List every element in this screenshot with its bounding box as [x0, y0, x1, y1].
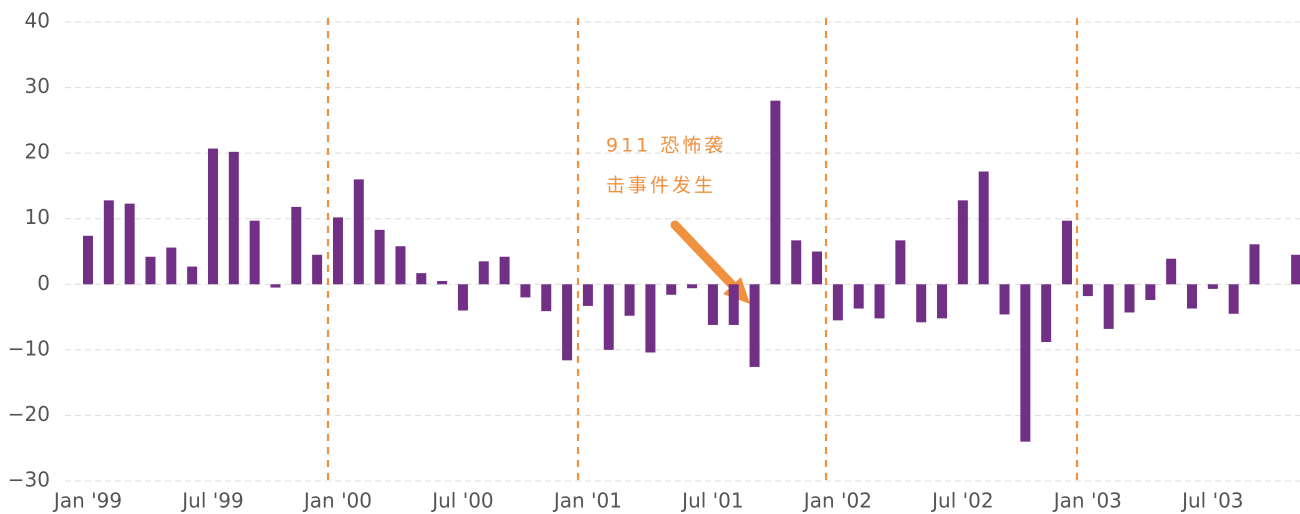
bar [687, 284, 698, 289]
arrow-shaft [670, 220, 742, 295]
x-tick-label: Jul '00 [430, 489, 493, 513]
bar [187, 266, 198, 285]
bar [374, 229, 385, 285]
bar [520, 284, 531, 298]
bar [749, 284, 760, 367]
bar [83, 235, 93, 285]
bar [124, 203, 135, 285]
y-tick-label: −10 [8, 336, 50, 360]
bar [666, 284, 677, 295]
bar [1082, 284, 1093, 297]
bar [624, 284, 635, 316]
y-tick-label: 40 [25, 9, 50, 33]
bar [707, 284, 718, 325]
y-tick-label: 10 [25, 205, 50, 229]
bar [603, 284, 614, 350]
bar [291, 206, 302, 285]
bar [645, 284, 656, 353]
bar [228, 151, 239, 285]
bar [582, 284, 593, 306]
bar [249, 220, 260, 285]
x-tick-label: Jul '99 [180, 489, 243, 513]
bar [270, 284, 281, 288]
annotation: 击事件发生 [606, 175, 716, 197]
bar [874, 284, 885, 319]
bar [457, 284, 468, 311]
bar [1249, 244, 1260, 285]
bar [353, 179, 364, 285]
bar [916, 284, 927, 323]
bar [166, 247, 177, 285]
bar [1291, 254, 1300, 285]
x-tick-label: Jan '99 [52, 489, 122, 513]
bar [770, 100, 781, 285]
bar [103, 200, 114, 285]
y-tick-label: −20 [8, 402, 50, 426]
bar [937, 284, 948, 319]
bar [1103, 284, 1114, 329]
annotation: 911 恐怖袭 [606, 135, 726, 157]
bar [1207, 284, 1218, 289]
bar [1124, 284, 1135, 313]
bar [145, 256, 156, 285]
bar [957, 200, 968, 285]
x-tick-label: Jan '03 [1052, 489, 1122, 513]
bar [1145, 284, 1156, 301]
x-tick-label: Jan '01 [552, 489, 622, 513]
bar [562, 284, 573, 361]
bar [978, 171, 989, 285]
bar [499, 256, 510, 285]
x-tick-label: Jul '03 [1180, 489, 1243, 513]
y-tick-label: 20 [25, 140, 50, 164]
bar [332, 217, 343, 285]
x-tick-label: Jul '02 [930, 489, 993, 513]
bar [728, 284, 739, 325]
bar [207, 148, 218, 285]
bar [812, 251, 823, 285]
bar [416, 273, 427, 285]
bar [1228, 284, 1239, 314]
x-tick-label: Jul '01 [680, 489, 743, 513]
bar [853, 284, 864, 309]
bar [437, 281, 448, 285]
y-tick-label: −30 [8, 468, 50, 492]
bar [895, 240, 906, 285]
bar [1166, 258, 1177, 285]
bar [1020, 284, 1031, 442]
bar [1062, 220, 1073, 285]
bar [395, 246, 406, 285]
bar [1041, 284, 1052, 342]
y-tick-label: 30 [25, 74, 50, 98]
x-tick-label: Jan '00 [302, 489, 372, 513]
bar [478, 261, 489, 285]
bar [999, 284, 1010, 315]
y-tick-label: 0 [37, 271, 50, 295]
bar [1186, 284, 1197, 309]
x-tick-label: Jan '02 [802, 489, 872, 513]
bar [312, 254, 323, 285]
bar [832, 284, 843, 321]
bar [541, 284, 552, 312]
bar [791, 240, 802, 285]
